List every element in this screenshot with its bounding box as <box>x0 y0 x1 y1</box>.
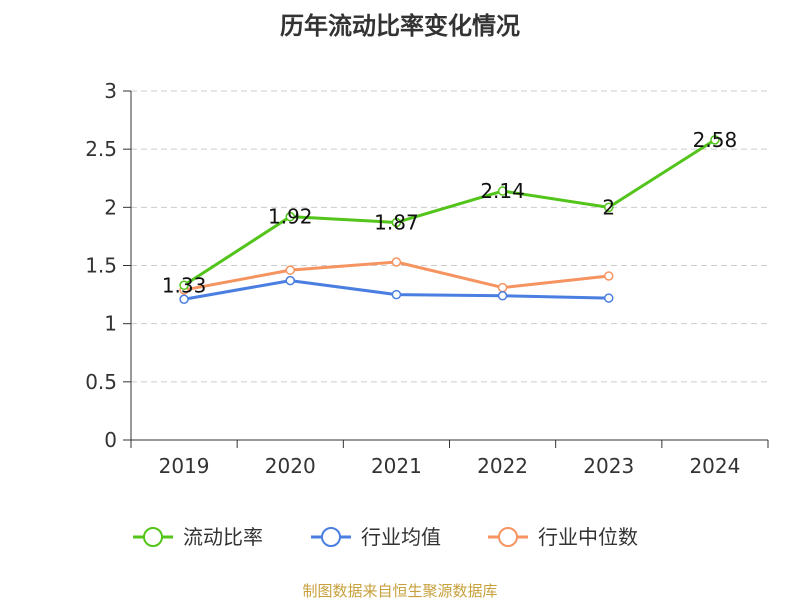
x-tick-label: 2024 <box>689 454 740 478</box>
data-label: 2 <box>602 195 615 219</box>
source-note: 制图数据来自恒生聚源数据库 <box>302 582 497 600</box>
legend-label: 行业中位数 <box>538 525 638 549</box>
data-point <box>497 282 508 293</box>
chart-title: 历年流动比率变化情况 <box>280 12 520 40</box>
data-point <box>179 280 189 291</box>
data-point <box>285 275 295 286</box>
series-line <box>183 138 716 287</box>
x-tick-label: 2021 <box>371 454 422 478</box>
y-tick-label: 2.5 <box>85 137 117 161</box>
y-tick-label: 3 <box>104 79 117 103</box>
gridlines <box>131 90 768 383</box>
legend-item: 行业中位数 <box>488 525 638 549</box>
x-tick-label: 2020 <box>265 454 316 478</box>
data-point <box>391 289 402 300</box>
legend-swatch-marker <box>143 527 163 547</box>
data-point <box>391 217 402 228</box>
legend: 流动比率 行业均值 行业中位数 <box>133 525 638 549</box>
y-tick-label: 2 <box>104 195 117 219</box>
axes: 0 0.5 1 1.5 2 2.5 3 2019 2020 2021 2022 2023 2024 <box>85 79 769 478</box>
data-point <box>604 202 614 213</box>
y-tick-label: 1 <box>104 312 117 336</box>
y-tick-label: 0.5 <box>85 370 117 394</box>
legend-label: 行业均值 <box>361 525 441 549</box>
data-point <box>285 265 295 275</box>
y-tick-label: 0 <box>104 428 117 452</box>
data-label: 2.14 <box>480 179 525 203</box>
legend-label: 流动比率 <box>183 525 263 549</box>
data-point <box>710 135 720 145</box>
data-label: 1.87 <box>374 210 419 234</box>
y-tick-label: 1.5 <box>85 254 117 278</box>
legend-swatch-marker <box>498 527 518 547</box>
legend-item: 流动比率 <box>133 525 263 549</box>
legend-swatch-marker <box>321 527 341 547</box>
data-point <box>604 293 614 303</box>
data-point <box>497 290 508 301</box>
data-point <box>604 271 614 281</box>
data-point <box>285 211 295 222</box>
x-tick-label: 2023 <box>583 454 634 478</box>
data-point <box>179 294 189 304</box>
x-tick-label: 2022 <box>477 454 528 478</box>
series-lines <box>179 135 720 304</box>
data-label: 1.92 <box>268 205 313 229</box>
data-label: 1.33 <box>162 273 207 297</box>
data-point <box>497 186 508 196</box>
data-label: 2.58 <box>693 128 738 152</box>
data-point <box>391 257 402 267</box>
x-tick-label: 2019 <box>159 454 210 478</box>
data-labels: 1.33 1.92 1.87 2.14 2 2.58 <box>162 128 737 297</box>
legend-item: 行业均值 <box>311 525 441 549</box>
